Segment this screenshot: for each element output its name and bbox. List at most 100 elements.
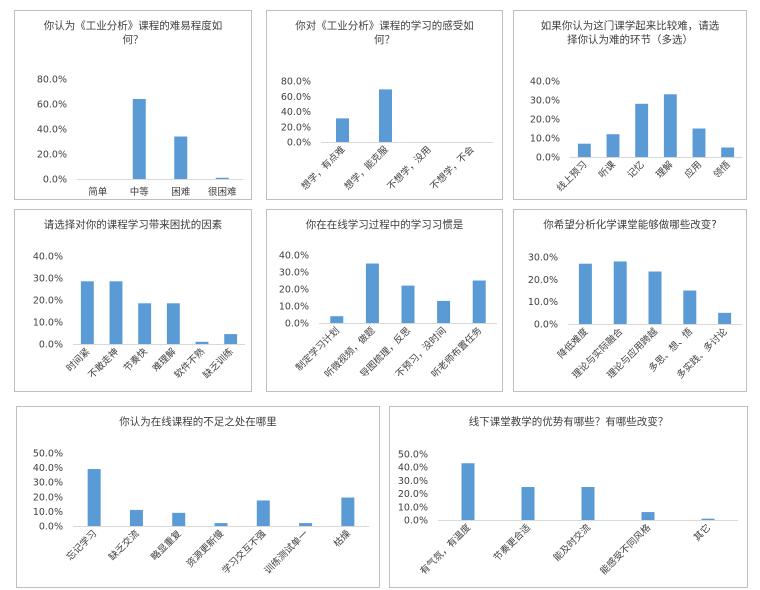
- chart-title: 如果你认为这门课学起来比较难，请选择你认为难的环节（多选）: [540, 20, 720, 46]
- x-tick-label: 想学，能克服: [342, 143, 391, 192]
- bar: [195, 341, 209, 344]
- x-tick-label: 枯燥: [331, 527, 353, 549]
- bar: [166, 303, 180, 344]
- y-tick-label: 30.0%: [398, 476, 428, 487]
- x-tick-label: 能及时交流: [551, 521, 593, 563]
- chart-panel-hard-parts: 如果你认为这门课学起来比较难，请选择你认为难的环节（多选） 0.0% 10.0% 2…: [513, 10, 747, 200]
- y-tick-label: 40.0%: [33, 252, 63, 263]
- y-tick-label: 0.0%: [39, 522, 63, 533]
- y-tick-label: 20.0%: [530, 115, 560, 126]
- bar: [336, 118, 349, 142]
- bar: [224, 334, 238, 344]
- y-tick-label: 20.0%: [37, 150, 67, 161]
- y-tick-label: 50.0%: [33, 449, 63, 460]
- y-tick-label: 40.0%: [398, 463, 428, 474]
- y-tick-label: 20.0%: [398, 489, 428, 500]
- x-tick-label: 有气氛，有温度: [418, 521, 474, 577]
- y-tick-label: 60.0%: [37, 100, 67, 111]
- chart-title: 你认为《工业分析》课程的难易程度如何？: [43, 20, 223, 46]
- chart-panel-online-shortcomings: 你认为在线课程的不足之处在哪里 0.0% 10.0% 20.0% 30.0% 40.0%…: [16, 406, 380, 588]
- bar: [365, 263, 379, 323]
- chart-panel-feeling: 你对《工业分析》课程的学习的感受如何？ 0.0% 20.0% 40.0% 60.0% 8…: [266, 10, 503, 200]
- bar: [718, 312, 732, 324]
- bar: [606, 134, 620, 157]
- chart-svg: 0.0% 10.0% 20.0% 30.0% 40.0% 线上预习 听课 记忆 理解 应用 领悟: [530, 77, 742, 194]
- chart-panel-difficulty: 你认为《工业分析》课程的难易程度如何？ 0.0% 20.0% 40.0% 60.0% 8…: [14, 10, 252, 200]
- y-tick-label: 80.0%: [281, 77, 311, 88]
- x-tick-label: 节奏快: [121, 345, 150, 374]
- bar: [692, 128, 706, 157]
- y-tick-label: 30.0%: [530, 96, 560, 107]
- bar: [663, 94, 677, 157]
- chart-panel-habits: 你在在线学习过程中的学习习惯是 0.0% 10.0% 20.0% 30.0% 40.0%…: [266, 209, 503, 392]
- x-tick-label: 很困难: [208, 186, 237, 198]
- chart-panel-changes: 你希望分析化学课堂能够做哪些改变? 0.0% 10.0% 20.0% 30.0% 降低难…: [513, 209, 747, 392]
- bar: [721, 147, 735, 157]
- x-tick-label: 资源更新慢: [184, 527, 226, 569]
- x-tick-label: 时间紧: [64, 346, 93, 375]
- chart-svg: 0.0%10.0%20.0%30.0%40.0%制定学习计划听微视频，做题导图梳…: [279, 251, 497, 380]
- bar: [521, 487, 535, 520]
- y-tick-label: 40.0%: [33, 463, 63, 474]
- chart-svg: 0.0% 10.0% 20.0% 30.0% 40.0% 50.0% 忘记学习 缺乏交流 略显重…: [33, 449, 369, 576]
- x-tick-label: 听课: [597, 159, 619, 181]
- bar: [701, 518, 715, 520]
- y-tick-label: 30.0%: [279, 268, 309, 279]
- y-tick-label: 30.0%: [528, 253, 558, 264]
- y-tick-label: 20.0%: [33, 492, 63, 503]
- y-tick-label: 20.0%: [281, 122, 311, 133]
- x-tick-label: 困难: [171, 187, 191, 198]
- x-tick-label: 理解: [654, 158, 676, 180]
- chart-title: 你希望分析化学课堂能够做哪些改变?: [543, 219, 717, 231]
- x-tick-label: 其它: [691, 522, 713, 544]
- chart-svg: 0.0% 20.0% 40.0% 60.0% 80.0% 简单 中等 困难 很困难: [37, 75, 243, 198]
- y-tick-label: 0.0%: [404, 516, 428, 527]
- bar: [174, 136, 188, 179]
- y-tick-label: 0.0%: [43, 175, 67, 186]
- x-tick-label: 降低难度: [555, 325, 591, 361]
- bar: [132, 99, 146, 179]
- y-tick-label: 40.0%: [279, 251, 309, 262]
- x-tick-label: 中等: [130, 186, 150, 198]
- y-tick-label: 10.0%: [530, 134, 560, 145]
- y-tick-label: 0.0%: [285, 319, 309, 330]
- bar: [109, 281, 123, 344]
- chart-title: 请选择对你的课程学习带来困扰的因素: [43, 219, 223, 231]
- y-tick-label: 20.0%: [279, 285, 309, 296]
- bar: [461, 463, 475, 520]
- y-tick-label: 60.0%: [281, 92, 311, 103]
- y-tick-label: 10.0%: [33, 507, 63, 518]
- x-tick-label: 不敢走神: [86, 346, 121, 381]
- y-tick-label: 0.0%: [287, 138, 311, 149]
- bar: [138, 303, 152, 344]
- y-tick-label: 40.0%: [281, 107, 311, 118]
- x-tick-label: 节奏更合适: [491, 521, 533, 563]
- bar: [578, 263, 592, 324]
- chart-panel-obstacles: 请选择对你的课程学习带来困扰的因素 0.0% 10.0% 20.0% 30.0% 40.…: [14, 209, 252, 392]
- y-tick-label: 40.0%: [530, 77, 560, 88]
- chart-title: 你认为在线课程的不足之处在哪里: [119, 416, 277, 428]
- bar: [581, 487, 595, 520]
- chart-title: 线下课堂教学的优势有哪些？有哪些改变？: [468, 416, 669, 428]
- x-tick-label: 简单: [88, 186, 108, 198]
- x-tick-label: 缺乏交流: [106, 527, 142, 563]
- bar: [87, 469, 101, 526]
- x-tick-label: 应用: [682, 159, 704, 181]
- y-tick-label: 20.0%: [528, 275, 558, 286]
- y-tick-label: 30.0%: [33, 478, 63, 489]
- y-tick-label: 10.0%: [398, 502, 428, 513]
- bar: [215, 177, 229, 179]
- chart-svg: 0.0% 10.0% 20.0% 30.0% 40.0% 50.0% 有气氛，有温度 节奏更合…: [398, 450, 738, 577]
- bar: [437, 300, 451, 323]
- x-tick-label: 学习交互不强: [220, 527, 269, 576]
- bar: [256, 500, 270, 526]
- bar: [683, 290, 697, 324]
- x-tick-label: 略显重复: [148, 527, 184, 563]
- bar: [299, 523, 313, 526]
- x-tick-label: 不想学，不会: [428, 143, 477, 192]
- bar: [472, 280, 486, 323]
- chart-svg: 0.0%10.0%20.0%30.0%降低难度理论与实际融合理论与应用跨越多思、…: [528, 253, 742, 381]
- y-tick-label: 20.0%: [33, 296, 63, 307]
- y-tick-label: 10.0%: [279, 302, 309, 313]
- y-tick-label: 80.0%: [37, 75, 67, 86]
